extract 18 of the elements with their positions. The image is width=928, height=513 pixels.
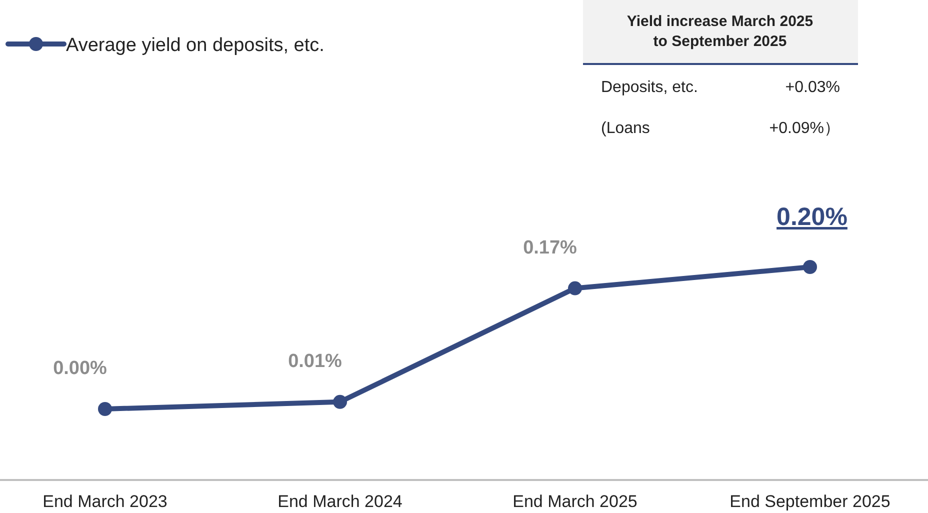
point [333, 394, 347, 409]
text: Yield increase March 2025 to September 2025 [626, 13, 814, 50]
point [98, 402, 112, 416]
point [803, 260, 817, 274]
x-tick-label: End March 2023 [42, 492, 168, 511]
point [568, 281, 582, 296]
text: Deposits, etc. [601, 79, 698, 96]
text: +0.09%） [769, 120, 840, 137]
text: +0.03% [785, 79, 840, 96]
x-tick-label: End March 2025 [512, 492, 638, 511]
data-label: 0.01% [288, 350, 342, 372]
data-label: 0.00% [53, 358, 108, 379]
legend-label: Average yield on deposits, etc. [66, 35, 324, 56]
x-tick-label: End September 2025 [730, 492, 890, 511]
text: (Loans [601, 120, 650, 137]
data-label: 0.17% [523, 237, 578, 258]
data-label: 0.20% [776, 203, 848, 231]
x-tick-label: End March 2024 [278, 492, 402, 511]
